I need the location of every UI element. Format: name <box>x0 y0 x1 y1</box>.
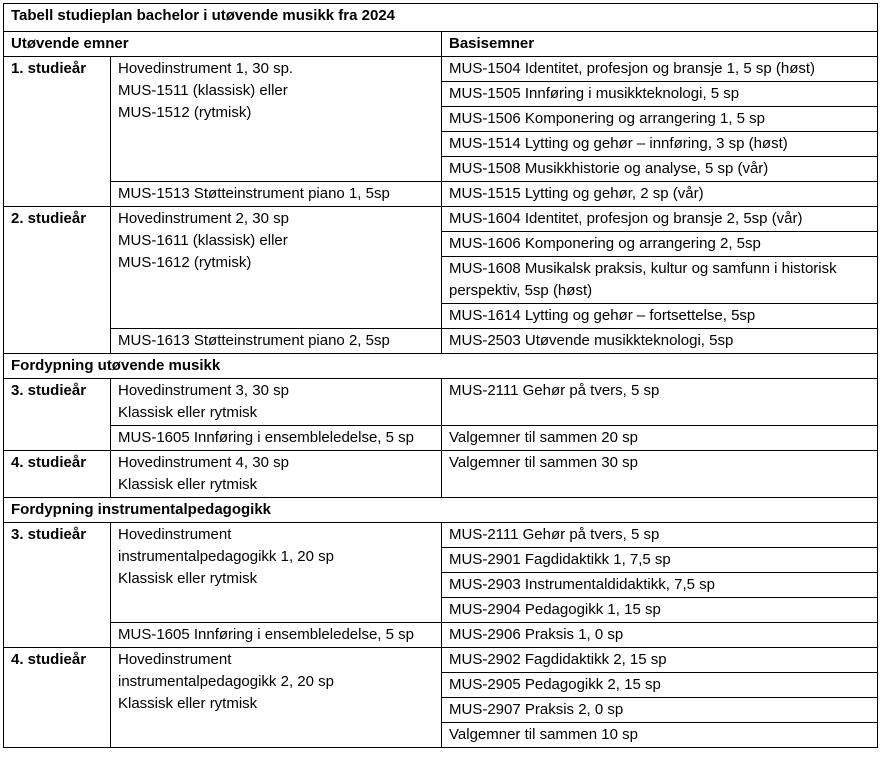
basis-cell: MUS-1606 Komponering og arrangering 2, 5… <box>440 231 879 257</box>
year-cell: 4. studieår <box>3 647 111 748</box>
basis-cell: MUS-2904 Pedagogikk 1, 15 sp <box>440 597 879 623</box>
section-heading: Fordypning utøvende musikk <box>2 353 879 379</box>
table-row: MUS-1606 Komponering og arrangering 2, 5… <box>4 231 879 257</box>
main-cell: MUS-1513 Støtteinstrument piano 1, 5sp <box>110 181 442 207</box>
basis-cell: Valgemner til sammen 20 sp <box>440 425 879 451</box>
main-line: Klassisk eller rytmisk <box>118 570 258 587</box>
table-row: MUS-1605 Innføring i ensembleledelse, 5 … <box>4 622 879 648</box>
main-line: Hovedinstrument 1, 30 sp. <box>118 60 294 77</box>
section-row: Fordypning instrumentalpedagogikk <box>2 497 879 523</box>
main-line: MUS-1613 Støtteinstrument piano 2, 5sp <box>118 332 390 349</box>
main-line: Hovedinstrument 3, 30 sp <box>118 382 289 399</box>
year-cell: 4. studieår <box>3 450 111 498</box>
table-row: MUS-1506 Komponering og arrangering 1, 5… <box>4 106 879 132</box>
header-cell: Basisemner <box>440 31 879 57</box>
section-heading: Fordypning instrumentalpedagogikk <box>2 497 879 523</box>
basis-cell: MUS-2902 Fagdidaktikk 2, 15 sp <box>440 647 879 673</box>
main-line: MUS-1611 (klassisk) eller <box>118 232 288 249</box>
basis-cell: MUS-2111 Gehør på tvers, 5 sp <box>440 378 879 426</box>
main-cell: Hovedinstrument 4, 30 sp Klassisk eller r… <box>110 450 442 498</box>
main-line: MUS-1612 (rytmisk) <box>118 254 252 271</box>
basis-cell: Valgemner til sammen 30 sp <box>440 450 879 498</box>
basis-cell: MUS-1504 Identitet, profesjon og bransje… <box>440 56 879 82</box>
table-row: 3. studieår Hovedinstrument instrumentalpe… <box>3 522 879 648</box>
basis-cell: MUS-2906 Praksis 1, 0 sp <box>440 622 879 648</box>
basis-cell: MUS-1506 Komponering og arrangering 1, 5… <box>440 106 879 132</box>
table-row: MUS-1614 Lytting og gehør – fortsettelse… <box>4 303 879 329</box>
table-row: 2. studieår Hovedinstrument 2, 30 sp MUS-1… <box>3 206 879 354</box>
year-cell: 1. studieår <box>3 56 111 207</box>
main-line: MUS-1605 Innføring i ensembleledelse, 5 … <box>118 626 414 643</box>
basis-cell: MUS-2111 Gehør på tvers, 5 sp <box>440 522 879 548</box>
basis-cell: MUS-2903 Instrumentaldidaktikk, 7,5 sp <box>440 572 879 598</box>
table-row: MUS-1508 Musikkhistorie og analyse, 5 sp… <box>4 156 879 182</box>
main-line: Klassisk eller rytmisk <box>118 404 258 421</box>
table-row: MUS-2907 Praksis 2, 0 sp <box>4 697 879 723</box>
main-cell: MUS-1605 Innføring i ensembleledelse, 5 … <box>110 425 442 451</box>
main-line: MUS-1605 Innføring i ensembleledelse, 5 … <box>118 429 414 446</box>
section-row: Fordypning utøvende musikk <box>2 353 879 379</box>
main-cell: MUS-1613 Støtteinstrument piano 2, 5sp <box>110 328 442 354</box>
table-row: Valgemner til sammen 10 sp <box>4 722 879 748</box>
basis-cell: MUS-1514 Lytting og gehør – innføring, 3… <box>440 131 879 157</box>
basis-cell: MUS-2503 Utøvende musikkteknologi, 5sp <box>440 328 879 354</box>
main-cell: Hovedinstrument 1, 30 sp. MUS-1511 (klass… <box>110 56 442 182</box>
year-cell: 3. studieår <box>3 522 111 648</box>
header-row: Utøvende emner Basisemner <box>3 31 879 57</box>
main-cell: Hovedinstrument instrumentalpedagogikk 1,… <box>110 522 442 623</box>
basis-cell: MUS-1515 Lytting og gehør, 2 sp (vår) <box>440 181 879 207</box>
table-row: 3. studieår Hovedinstrument 3, 30 sp Klass… <box>3 378 879 451</box>
table-title: Tabell studieplan bachelor i utøvende mu… <box>2 3 879 32</box>
main-cell: Hovedinstrument 2, 30 sp MUS-1611 (klassi… <box>110 206 442 329</box>
main-line: Klassisk eller rytmisk <box>118 476 258 493</box>
table-row: 4. studieår Hovedinstrument 4, 30 sp Klass… <box>3 450 879 498</box>
table-row: MUS-1605 Innføring i ensembleledelse, 5 … <box>4 425 879 451</box>
basis-cell: MUS-1505 Innføring i musikkteknologi, 5 … <box>440 81 879 107</box>
main-line: instrumentalpedagogikk 1, 20 sp <box>118 548 334 565</box>
main-line: MUS-1512 (rytmisk) <box>118 104 252 121</box>
table-row: MUS-1608 Musikalsk praksis, kultur og sa… <box>4 256 879 304</box>
table-body: Tabell studieplan bachelor i utøvende mu… <box>2 3 879 748</box>
main-line: MUS-1511 (klassisk) eller <box>118 82 288 99</box>
main-line: Hovedinstrument <box>118 651 232 668</box>
table-row: MUS-1513 Støtteinstrument piano 1, 5sp MU… <box>4 181 879 207</box>
basis-cell: MUS-2901 Fagdidaktikk 1, 7,5 sp <box>440 547 879 573</box>
table-row: MUS-1613 Støtteinstrument piano 2, 5sp MU… <box>4 328 879 354</box>
basis-cell: MUS-1614 Lytting og gehør – fortsettelse… <box>440 303 879 329</box>
table-row: 1. studieår Hovedinstrument 1, 30 sp. MUS-… <box>3 56 879 207</box>
table-row: MUS-2905 Pedagogikk 2, 15 sp <box>4 672 879 698</box>
basis-cell: MUS-2905 Pedagogikk 2, 15 sp <box>440 672 879 698</box>
basis-cell: MUS-1604 Identitet, profesjon og bransje… <box>440 206 879 232</box>
basis-cell: Valgemner til sammen 10 sp <box>440 722 879 748</box>
table-row: MUS-2904 Pedagogikk 1, 15 sp <box>4 597 879 623</box>
year-cell: 3. studieår <box>3 378 111 451</box>
basis-cell: MUS-2907 Praksis 2, 0 sp <box>440 697 879 723</box>
table-row: MUS-1505 Innføring i musikkteknologi, 5 … <box>4 81 879 107</box>
title-row: Tabell studieplan bachelor i utøvende mu… <box>2 3 879 32</box>
main-line: Hovedinstrument 2, 30 sp <box>118 210 289 227</box>
basis-cell: MUS-1608 Musikalsk praksis, kultur og sa… <box>440 256 879 304</box>
main-cell: MUS-1605 Innføring i ensembleledelse, 5 … <box>110 622 442 648</box>
main-line: instrumentalpedagogikk 2, 20 sp <box>118 673 334 690</box>
main-line: Klassisk eller rytmisk <box>118 695 258 712</box>
table-row: MUS-2901 Fagdidaktikk 1, 7,5 sp <box>4 547 879 573</box>
basis-cell: MUS-1508 Musikkhistorie og analyse, 5 sp… <box>440 156 879 182</box>
year-cell: 2. studieår <box>3 206 111 354</box>
main-cell: Hovedinstrument 3, 30 sp Klassisk eller r… <box>110 378 442 426</box>
main-line: Hovedinstrument <box>118 526 232 543</box>
main-line: MUS-1513 Støtteinstrument piano 1, 5sp <box>118 185 390 202</box>
header-cell: Utøvende emner <box>3 31 442 57</box>
main-cell: Hovedinstrument instrumentalpedagogikk 2,… <box>110 647 442 748</box>
table-row: 4. studieår Hovedinstrument instrumentalpe… <box>3 647 879 748</box>
main-line: Hovedinstrument 4, 30 sp <box>118 454 289 471</box>
study-plan-table: Tabell studieplan bachelor i utøvende mu… <box>2 3 879 748</box>
